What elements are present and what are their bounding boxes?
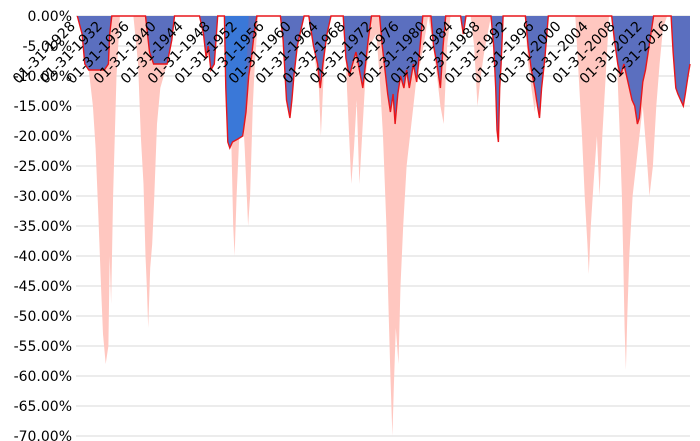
y-tick-label: -35.00%	[14, 219, 72, 235]
y-tick-label: -30.00%	[14, 189, 72, 205]
y-tick-label: -20.00%	[14, 129, 72, 145]
y-tick-label: -50.00%	[14, 309, 72, 325]
y-tick-label: -5.00%	[22, 39, 72, 55]
drawdown-area-pink	[79, 16, 668, 436]
y-tick-label: -65.00%	[14, 399, 72, 415]
y-axis-ticks: 0.00% -5.00% -10.00% -15.00% -20.00% -25.00% -…	[14, 9, 72, 441]
y-tick-label: -10.00%	[14, 69, 72, 85]
y-tick-label: 0.00%	[28, 9, 72, 25]
x-axis-ticks: 01-31-192801-31-193201-31-193601-31-1940…	[10, 18, 673, 87]
y-tick-label: -70.00%	[14, 429, 72, 441]
y-tick-label: -15.00%	[14, 99, 72, 115]
series-areas	[77, 16, 691, 436]
drawdown-line-red	[76, 15, 691, 150]
y-tick-label: -55.00%	[14, 339, 72, 355]
series-red-outline	[76, 15, 691, 150]
y-tick-label: -60.00%	[14, 369, 72, 385]
y-tick-label: -25.00%	[14, 159, 72, 175]
y-tick-label: -45.00%	[14, 279, 72, 295]
drawdown-area-blue	[224, 16, 249, 148]
y-tick-label: -40.00%	[14, 249, 72, 265]
